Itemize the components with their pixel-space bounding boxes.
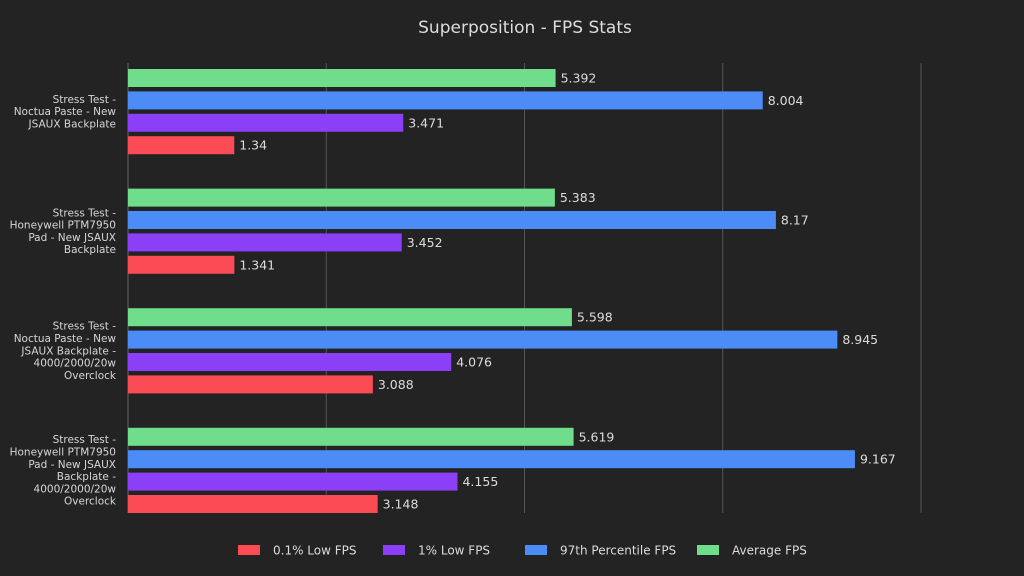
value-label-average-fps-group-1: 5.392 <box>561 71 597 86</box>
value-label-0-1-low-fps-group-4: 3.148 <box>383 497 419 512</box>
category-label-3: Stress Test -Noctua Paste - New JSAUX Bac… <box>14 321 117 382</box>
value-label-1-low-fps-group-4: 4.155 <box>462 474 498 489</box>
value-label-97th-percentile-fps-group-4: 9.167 <box>860 452 896 467</box>
bar-average-fps-group-1 <box>128 69 556 87</box>
bar-0-1-low-fps-group-4 <box>128 495 378 513</box>
bar-average-fps-group-4 <box>128 427 574 446</box>
bar-97th-percentile-fps-group-2 <box>128 211 776 229</box>
value-label-0-1-low-fps-group-1: 1.34 <box>239 138 267 153</box>
value-label-average-fps-group-2: 5.383 <box>560 190 596 205</box>
bar-97th-percentile-fps-group-3 <box>128 330 838 349</box>
chart-title: Superposition - FPS Stats <box>418 18 632 38</box>
bar-97th-percentile-fps-group-1 <box>128 91 763 110</box>
bar-1-low-fps-group-3 <box>128 353 452 371</box>
legend-swatch-average-fps <box>697 545 719 555</box>
legend-swatch-97th-percentile-fps <box>525 545 547 555</box>
value-label-97th-percentile-fps-group-1: 8.004 <box>768 93 804 108</box>
value-label-average-fps-group-3: 5.598 <box>577 310 613 325</box>
value-label-97th-percentile-fps-group-2: 8.17 <box>781 213 809 228</box>
legend-swatch-0-1-low-fps <box>238 545 260 555</box>
bar-1-low-fps-group-4 <box>128 472 458 491</box>
value-label-0-1-low-fps-group-2: 1.341 <box>239 257 275 272</box>
bar-average-fps-group-3 <box>128 308 572 327</box>
category-labels: Stress Test -Noctua Paste - New JSAUX Bac… <box>10 94 117 508</box>
legend-swatch-1-low-fps <box>383 545 405 555</box>
legend-label-97th-percentile-fps: 97th Percentile FPS <box>560 544 676 558</box>
value-label-1-low-fps-group-3: 4.076 <box>456 355 492 370</box>
value-label-average-fps-group-4: 5.619 <box>579 429 615 444</box>
legend-label-1-low-fps: 1% Low FPS <box>418 544 490 558</box>
bar-0-1-low-fps-group-2 <box>128 255 235 274</box>
value-label-1-low-fps-group-1: 3.471 <box>408 115 444 130</box>
category-label-1: Stress Test -Noctua Paste - New JSAUX Bac… <box>14 94 117 131</box>
category-label-4: Stress Test -Honeywell PTM7950 Pad - New … <box>10 434 117 508</box>
bar-average-fps-group-2 <box>128 188 555 207</box>
bars: 5.392 8.004 3.471 1.34 5.383 8.17 3.452 1.341 5.… <box>128 69 896 513</box>
bar-0-1-low-fps-group-3 <box>128 375 373 394</box>
value-label-0-1-low-fps-group-3: 3.088 <box>378 377 414 392</box>
bar-97th-percentile-fps-group-4 <box>128 450 855 469</box>
bar-1-low-fps-group-2 <box>128 233 402 252</box>
legend: 0.1% Low FPS 1% Low FPS 97th Percentile FP… <box>238 544 807 558</box>
value-label-97th-percentile-fps-group-3: 8.945 <box>842 332 878 347</box>
value-label-1-low-fps-group-2: 3.452 <box>407 235 443 250</box>
legend-label-0-1-low-fps: 0.1% Low FPS <box>273 544 357 558</box>
category-label-2: Stress Test -Honeywell PTM7950 Pad - New … <box>10 207 117 256</box>
bar-0-1-low-fps-group-1 <box>128 136 235 155</box>
bar-1-low-fps-group-1 <box>128 113 404 132</box>
legend-label-average-fps: Average FPS <box>732 544 807 558</box>
